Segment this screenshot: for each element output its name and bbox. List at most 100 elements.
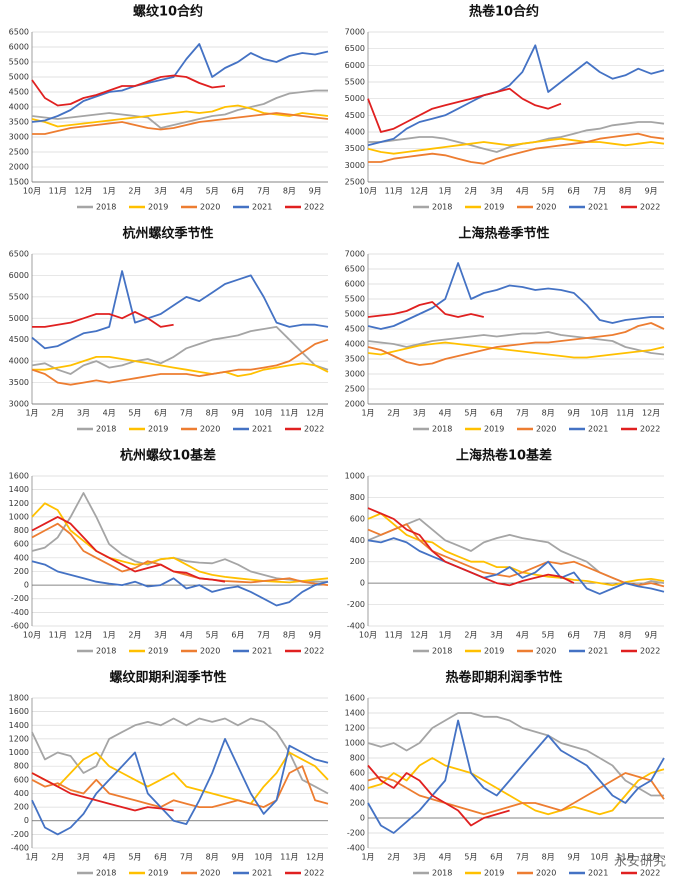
y-tick-label: 200 <box>350 557 365 566</box>
y-tick-label: 4000 <box>345 340 365 349</box>
series-line <box>31 89 328 129</box>
series-line <box>367 331 665 356</box>
y-tick-label: 7000 <box>345 28 365 37</box>
x-tick-label: 11月 <box>385 631 403 640</box>
x-tick-label: 10月 <box>23 631 41 640</box>
x-tick-label: 8月 <box>542 409 555 418</box>
x-tick-label: 7月 <box>593 631 606 640</box>
x-tick-label: 2月 <box>51 853 64 862</box>
x-tick-label: 11月 <box>49 631 67 640</box>
y-tick-label: -400 <box>11 844 29 853</box>
y-tick-label: 3500 <box>345 144 365 153</box>
x-tick-label: 8月 <box>619 631 632 640</box>
y-tick-label: 6000 <box>9 271 29 280</box>
y-tick-label: -200 <box>347 829 365 838</box>
y-tick-label: 6000 <box>9 43 29 52</box>
x-tick-label: 3月 <box>413 853 426 862</box>
y-tick-label: -400 <box>347 844 365 853</box>
legend-label: 2019 <box>148 869 168 878</box>
legend-label: 2019 <box>484 647 504 656</box>
series-line <box>31 516 226 583</box>
y-tick-label: 6000 <box>345 280 365 289</box>
y-tick-label: 1600 <box>9 472 29 481</box>
x-tick-label: 1月 <box>103 631 116 640</box>
legend-label: 2021 <box>588 869 608 878</box>
y-tick-label: -200 <box>11 594 29 603</box>
x-tick-label: 5月 <box>464 409 477 418</box>
x-tick-label: 4月 <box>439 853 452 862</box>
x-tick-label: 7月 <box>257 631 270 640</box>
series-line <box>31 772 174 812</box>
y-tick-label: 200 <box>14 567 29 576</box>
legend-label: 2020 <box>536 203 556 212</box>
series-line <box>367 507 575 587</box>
x-tick-label: 12月 <box>74 631 92 640</box>
series-line <box>31 74 226 107</box>
y-tick-label: 5000 <box>9 314 29 323</box>
y-tick-label: -400 <box>11 608 29 617</box>
y-tick-label: 3000 <box>9 400 29 409</box>
x-tick-label: 2月 <box>464 631 477 640</box>
y-tick-label: 6500 <box>9 250 29 259</box>
y-tick-label: 5000 <box>345 310 365 319</box>
chart: 杭州螺纹季节性 3000 3500 4000 4500 5000 5500 6000 6500 1… <box>9 226 329 434</box>
x-tick-label: 6月 <box>231 187 244 196</box>
x-tick-label: 5月 <box>128 853 141 862</box>
legend-label: 2019 <box>484 203 504 212</box>
x-tick-label: 1月 <box>361 853 374 862</box>
y-tick-label: 1800 <box>9 694 29 703</box>
legend-label: 2018 <box>96 647 116 656</box>
chart-title: 热卷即期利润季节性 <box>445 670 562 686</box>
watermark: 永安研究 <box>614 855 666 870</box>
x-tick-label: 8月 <box>206 409 219 418</box>
legend-label: 2022 <box>304 203 324 212</box>
x-tick-label: 11月 <box>616 853 634 862</box>
x-tick-label: 3月 <box>77 853 90 862</box>
series-line <box>31 270 329 350</box>
series-line <box>367 512 665 587</box>
series-line <box>367 712 664 797</box>
legend-label: 2022 <box>304 869 324 878</box>
x-tick-label: 4月 <box>180 631 193 640</box>
y-tick-label: 4000 <box>345 128 365 137</box>
y-tick-label: 1400 <box>9 721 29 730</box>
y-tick-label: 1400 <box>345 709 365 718</box>
x-tick-label: 12月 <box>410 187 428 196</box>
y-tick-label: 3000 <box>345 370 365 379</box>
y-tick-label: 1200 <box>9 734 29 743</box>
y-tick-label: 200 <box>350 799 365 808</box>
series-line <box>32 112 329 135</box>
x-tick-label: 5月 <box>206 631 219 640</box>
y-tick-label: 600 <box>14 775 29 784</box>
x-tick-label: 4月 <box>180 187 193 196</box>
legend-label: 2018 <box>96 203 116 212</box>
series-line <box>32 356 329 377</box>
y-tick-label: 2500 <box>345 385 365 394</box>
y-tick-label: 2500 <box>9 148 29 157</box>
y-tick-label: 3000 <box>345 161 365 170</box>
legend-label: 2020 <box>536 647 556 656</box>
x-tick-label: 11月 <box>385 187 403 196</box>
legend-label: 2020 <box>200 203 220 212</box>
y-tick-label: 5000 <box>345 94 365 103</box>
chart-title: 上海热卷季节性 <box>458 226 549 242</box>
y-tick-label: 600 <box>350 769 365 778</box>
x-tick-label: 2月 <box>128 631 141 640</box>
series-line <box>367 719 665 834</box>
x-tick-label: 11月 <box>616 409 634 418</box>
y-tick-label: 1500 <box>9 178 29 187</box>
chart-title: 热卷10合约 <box>469 4 539 20</box>
x-tick-label: 4月 <box>103 409 116 418</box>
legend-label: 2018 <box>432 203 452 212</box>
x-tick-label: 10月 <box>359 187 377 196</box>
chart: 杭州螺纹10基差 -600 -400 -200 0 200 400 600 800 1000 120… <box>9 448 329 656</box>
x-tick-label: 1月 <box>439 187 452 196</box>
x-tick-label: 5月 <box>206 187 219 196</box>
x-tick-label: 10月 <box>359 631 377 640</box>
legend-label: 2022 <box>304 425 324 434</box>
x-tick-label: 2月 <box>387 853 400 862</box>
chart: 螺纹10合约 1500 2000 2500 3000 3500 4000 4500 5000 55… <box>9 4 329 212</box>
y-tick-label: 400 <box>14 553 29 562</box>
x-tick-label: 4月 <box>516 187 529 196</box>
y-tick-label: 3500 <box>9 378 29 387</box>
